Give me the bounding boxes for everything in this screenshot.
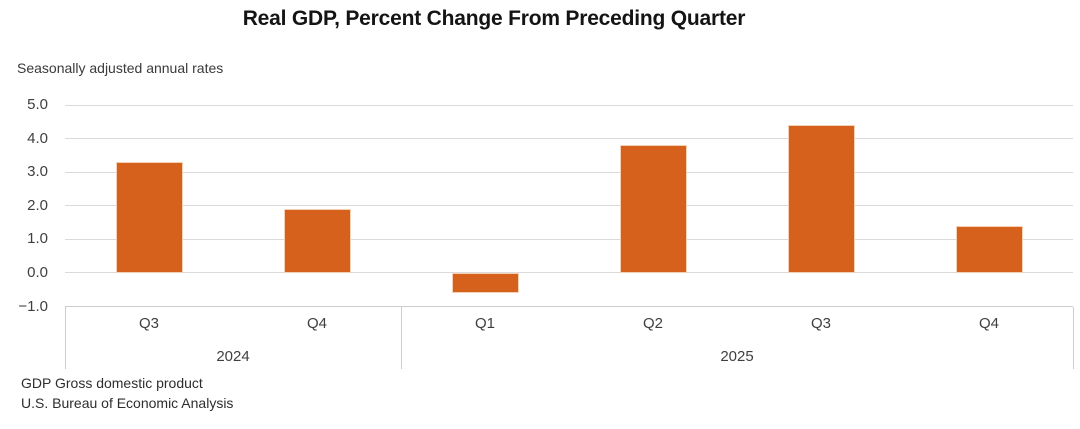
x-axis-year-label: 2025 [720,348,754,365]
x-axis-quarter-label: Q3 [138,315,159,332]
x-axis-quarter-label: Q4 [306,315,327,332]
y-axis-tick-label: 1.0 [27,230,48,248]
x-axis-year-label: 2024 [216,348,250,365]
bar-q3-2025 [787,125,855,273]
gridline [65,272,1073,274]
gridline [65,205,1073,207]
year-group-divider [1072,306,1074,369]
x-axis-quarter-label: Q4 [978,315,999,332]
gridline [65,138,1073,140]
gridline [65,238,1073,240]
chart-subtitle: Seasonally adjusted annual rates [17,60,224,76]
bar-q3-2024 [115,162,183,273]
bar-q2-2025 [619,145,687,273]
bar-q4-2024 [283,209,351,273]
gridline [65,171,1073,173]
y-axis-tick-label: −1.0 [18,297,48,315]
y-axis-tick-label: 4.0 [27,129,48,147]
x-axis-line [65,306,1073,307]
chart-title: Real GDP, Percent Change From Preceding … [242,7,746,30]
y-axis-tick-label: 3.0 [27,163,48,181]
footnote-source: U.S. Bureau of Economic Analysis [21,395,234,411]
year-group-divider [64,306,66,369]
y-axis-tick-label: 2.0 [27,196,48,214]
y-axis-tick-label: 5.0 [27,96,48,113]
gridline [65,104,1073,106]
x-axis-quarter-label: Q2 [642,315,663,332]
x-axis-quarter-label: Q1 [474,315,495,332]
footnotes: GDP Gross domestic product U.S. Bureau o… [21,373,233,413]
bar-q4-2025 [955,225,1023,273]
y-axis-tick-label: 0.0 [27,263,48,281]
footnote-gdp-definition: GDP Gross domestic product [21,375,203,391]
bar-q1-2025 [451,272,519,294]
x-axis-quarter-label: Q3 [810,315,831,332]
year-group-divider [400,306,402,369]
